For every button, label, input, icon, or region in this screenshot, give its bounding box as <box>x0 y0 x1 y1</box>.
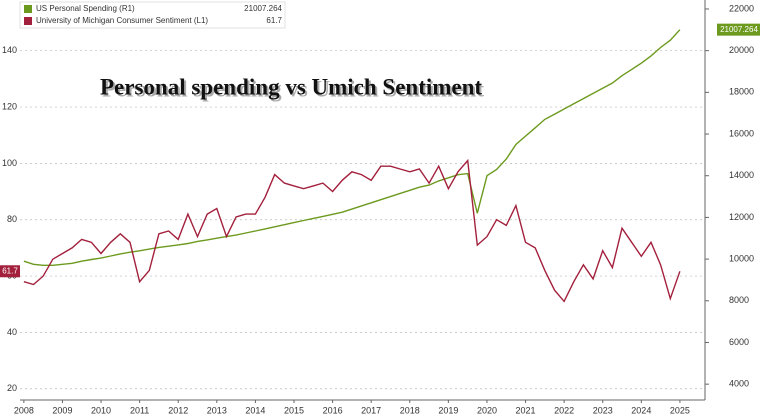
y2-tick-label: 20000 <box>729 45 754 55</box>
y-tick-label: 40 <box>7 327 17 337</box>
y2-tick-label: 22000 <box>729 3 754 13</box>
y-tick-label: 20 <box>7 383 17 393</box>
last-value-label: 21007.264 <box>720 25 758 34</box>
x-tick-label: 2016 <box>323 405 343 415</box>
legend-value: 61.7 <box>266 16 282 25</box>
y2-tick-label: 8000 <box>729 295 749 305</box>
series-line <box>23 158 681 303</box>
legend-swatch <box>24 5 32 13</box>
legend-label: University of Michigan Consumer Sentimen… <box>36 16 208 25</box>
y2-tick-label: 16000 <box>729 128 754 138</box>
x-tick-label: 2019 <box>438 405 458 415</box>
x-tick-label: 2021 <box>516 405 536 415</box>
y2-tick-label: 14000 <box>729 170 754 180</box>
x-tick-label: 2025 <box>670 405 690 415</box>
last-value-tag <box>717 23 760 36</box>
y-tick-label: 80 <box>7 214 17 224</box>
x-tick-label: 2008 <box>14 405 34 415</box>
y2-tick-label: 4000 <box>729 379 749 389</box>
y2-tick-label: 6000 <box>729 337 749 347</box>
x-tick-label: 2012 <box>168 405 188 415</box>
series-line <box>23 29 681 266</box>
x-tick-label: 2013 <box>207 405 227 415</box>
chart-title: Personal spending vs Umich Sentiment <box>100 74 482 99</box>
y2-tick-label: 18000 <box>729 87 754 97</box>
last-value-label: 61.7 <box>2 266 18 275</box>
y-tick-label: 100 <box>2 158 17 168</box>
x-tick-label: 2011 <box>130 405 149 415</box>
x-tick-label: 2017 <box>361 405 381 415</box>
x-tick-label: 2014 <box>245 405 265 415</box>
legend-value: 21007.264 <box>244 4 282 13</box>
x-tick-label: 2018 <box>400 405 420 415</box>
legend-swatch <box>24 17 32 25</box>
x-tick-label: 2015 <box>284 405 304 415</box>
x-tick-label: 2024 <box>631 405 651 415</box>
last-value-tag <box>0 265 20 278</box>
legend-box <box>19 1 286 29</box>
y-tick-label: 120 <box>2 101 17 111</box>
y-tick-label: 140 <box>2 45 17 55</box>
x-tick-label: 2009 <box>52 405 72 415</box>
y2-tick-label: 10000 <box>729 253 754 263</box>
x-tick-label: 2022 <box>554 405 574 415</box>
x-tick-label: 2010 <box>91 405 111 415</box>
x-tick-label: 2020 <box>477 405 497 415</box>
chart-title-shadow: Personal spending vs Umich Sentiment <box>102 76 484 101</box>
y2-tick-label: 12000 <box>729 212 754 222</box>
legend-label: US Personal Spending (R1) <box>36 4 135 13</box>
x-tick-label: 2023 <box>593 405 613 415</box>
